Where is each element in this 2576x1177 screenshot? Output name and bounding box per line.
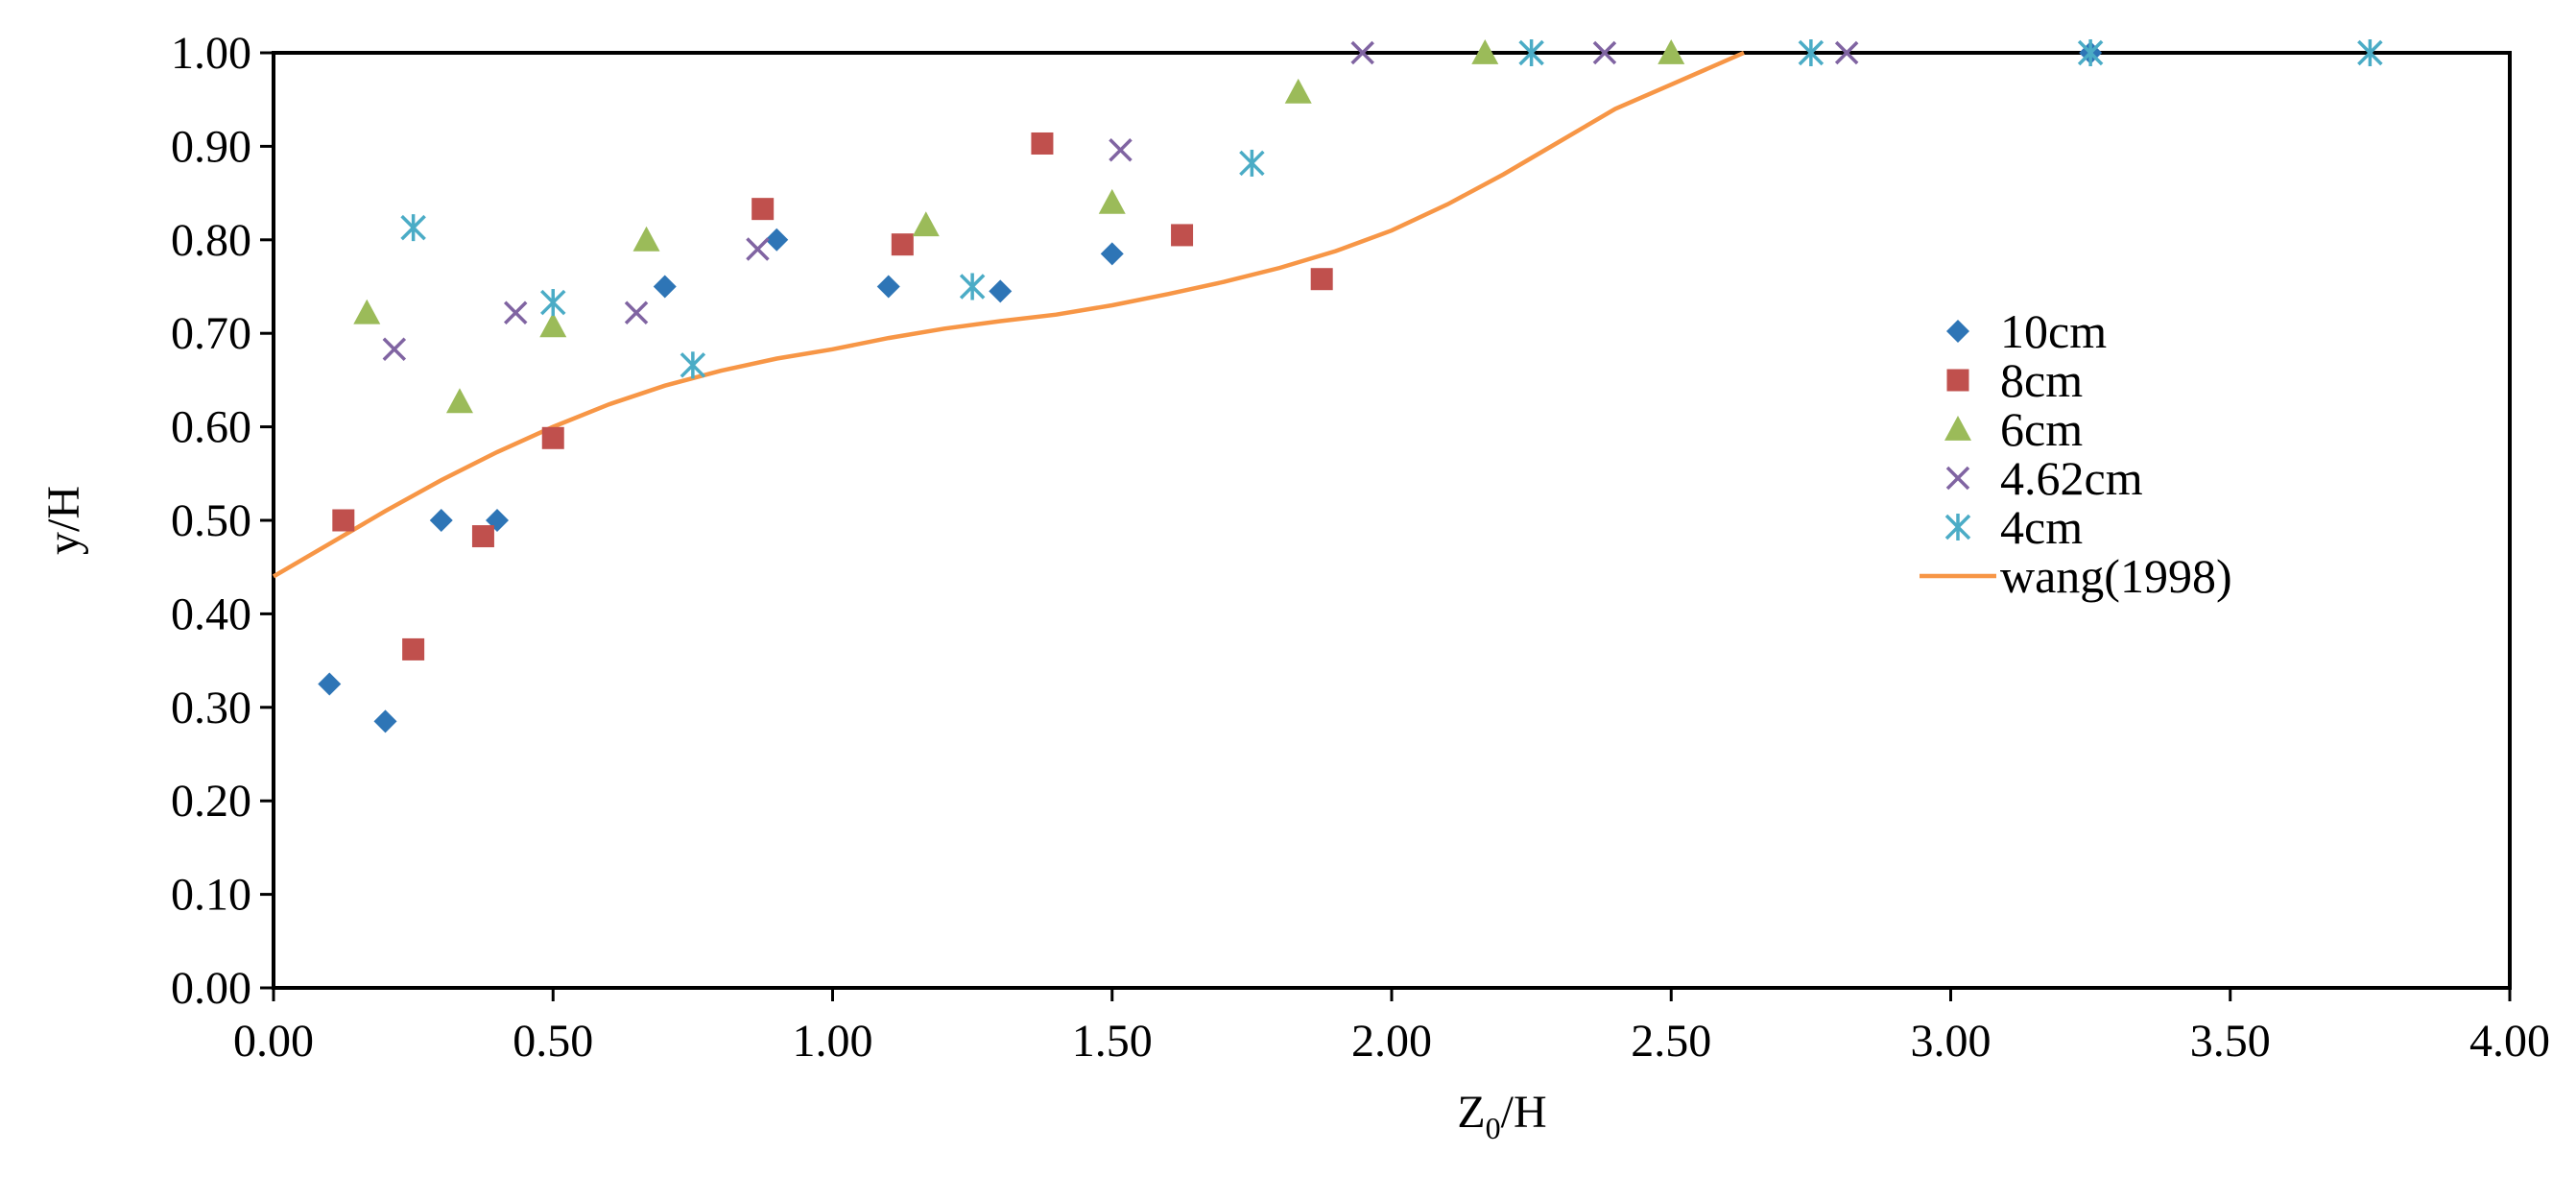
legend-item: 4.62cm (1945, 451, 2143, 505)
data-point (1109, 138, 1133, 162)
x-tick-label: 2.50 (1631, 1016, 1711, 1067)
x-axis-title-main: Z (1457, 1087, 1485, 1138)
data-point (429, 509, 453, 532)
legend-label: 4.62cm (2000, 451, 2143, 505)
data-point (1239, 149, 1265, 177)
x-axis-title-tail: /H (1501, 1087, 1547, 1138)
data-point (400, 214, 426, 242)
legend-item: wang(1998) (1920, 549, 2232, 603)
curve-layer (272, 50, 1745, 579)
x-tick-label: 1.50 (1072, 1016, 1153, 1067)
plot-frame (272, 51, 2512, 990)
legend-label: 4cm (2000, 500, 2083, 554)
data-point (2357, 39, 2383, 66)
y-tick-label: 0.70 (171, 308, 251, 359)
legend-swatch (1946, 369, 1969, 392)
legend-item: 10cm (1946, 304, 2107, 358)
y-tick-label: 0.20 (171, 776, 251, 827)
y-tick-label: 0.00 (171, 963, 251, 1014)
x-tick-label: 4.00 (2469, 1016, 2550, 1067)
data-point (746, 237, 770, 261)
data-point (373, 709, 397, 733)
data-point (1284, 78, 1312, 104)
series-4cm (400, 39, 2383, 379)
data-point (445, 388, 473, 414)
y-tick-label: 0.90 (171, 121, 251, 172)
x-tick-label: 0.00 (233, 1016, 314, 1067)
legend-label: 8cm (2000, 353, 2083, 407)
x-tick-label: 2.00 (1351, 1016, 1432, 1067)
data-point (653, 275, 677, 299)
series-4-62cm (382, 40, 1859, 361)
data-point (402, 637, 425, 661)
x-tick-label: 1.00 (793, 1016, 873, 1067)
y-tick-label: 0.10 (171, 870, 251, 921)
axis-ticks: 0.00 0.50 1.00 1.50 2.00 2.50 3.00 3.50 4.00 0.00… (171, 28, 2550, 1067)
legend-label: wang(1998) (2000, 549, 2232, 603)
data-point (912, 211, 940, 237)
data-point (632, 226, 660, 252)
data-point (1171, 224, 1194, 247)
series-6cm (353, 39, 1685, 414)
data-point (541, 426, 564, 449)
data-point (1310, 268, 1333, 291)
legend-swatch (1946, 320, 1969, 343)
y-tick-label: 0.80 (171, 215, 251, 266)
data-point (959, 273, 986, 300)
legend-swatch (1944, 416, 1971, 441)
legend-swatch (1944, 514, 1971, 540)
data-point (1658, 39, 1685, 64)
y-axis-title: y/H (38, 486, 89, 555)
legend-item: 6cm (1944, 402, 2083, 456)
x-tick-label: 3.00 (1911, 1016, 1992, 1067)
series-line-wang-1998 (272, 50, 1745, 579)
x-axis-title: Z0/H (1457, 1087, 1546, 1145)
data-point (1350, 40, 1374, 65)
data-point (539, 312, 567, 338)
data-point (1100, 242, 1124, 266)
data-point (891, 233, 914, 256)
data-point (765, 228, 789, 252)
y-tick-label: 0.60 (171, 402, 251, 453)
legend-item: 4cm (1944, 500, 2083, 554)
data-point (318, 672, 342, 696)
legend-label: 10cm (2000, 304, 2107, 358)
data-point (353, 299, 381, 324)
data-point (1592, 40, 1617, 65)
data-point (540, 289, 566, 317)
x-tick-label: 3.50 (2190, 1016, 2271, 1067)
data-point (332, 509, 355, 532)
legend-label: 6cm (2000, 402, 2083, 456)
y-tick-label: 0.30 (171, 683, 251, 733)
x-axis-title-subscript: 0 (1486, 1111, 1501, 1145)
data-point (751, 198, 775, 221)
x-tick-label: 0.50 (513, 1016, 593, 1067)
legend-item: 8cm (1946, 353, 2083, 407)
series-8cm (332, 132, 1333, 661)
data-point (2077, 39, 2104, 66)
data-point (680, 351, 706, 379)
data-point (1098, 188, 1126, 214)
data-point (1834, 40, 1859, 65)
data-point (1031, 132, 1054, 155)
data-point (503, 300, 528, 325)
legend-swatch (1945, 466, 1970, 491)
y-tick-label: 1.00 (171, 28, 251, 79)
y-tick-label: 0.50 (171, 495, 251, 546)
data-point (989, 279, 1013, 303)
data-point (1471, 39, 1499, 64)
data-point (1518, 39, 1544, 66)
data-point (876, 275, 900, 299)
data-point (1798, 39, 1825, 66)
data-point (471, 525, 494, 548)
data-point (382, 337, 407, 361)
points-layer (318, 39, 2383, 733)
data-point (624, 300, 649, 325)
y-tick-label: 0.40 (171, 588, 251, 639)
